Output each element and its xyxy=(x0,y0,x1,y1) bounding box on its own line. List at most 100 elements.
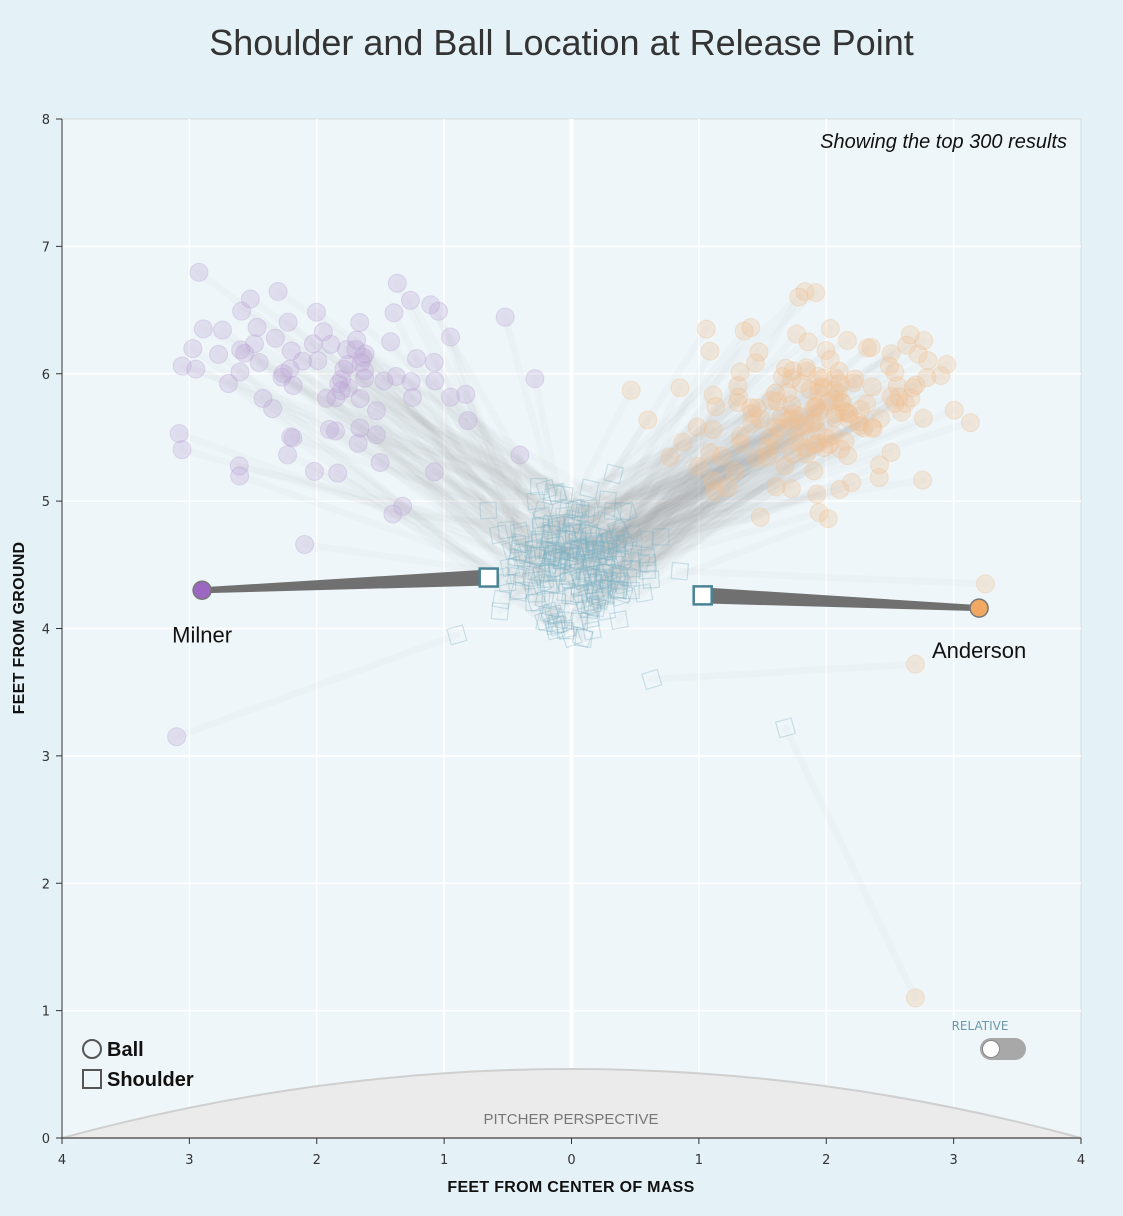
shoulder-marker xyxy=(558,499,578,519)
shoulder-marker xyxy=(554,485,574,505)
shoulder-marker xyxy=(596,511,618,534)
ball-marker xyxy=(760,428,780,448)
ball-marker xyxy=(749,342,769,362)
ball-marker xyxy=(386,366,406,386)
ball-marker xyxy=(854,418,874,438)
ball-marker xyxy=(783,444,803,464)
player-label: Milner xyxy=(172,622,232,647)
legend-shoulder-label: Shoulder xyxy=(107,1069,194,1091)
ball-marker xyxy=(718,477,738,497)
y-tick-label: 8 xyxy=(42,113,50,128)
shoulder-marker xyxy=(604,563,627,586)
relative-toggle-label: RELATIVE xyxy=(951,1019,1009,1033)
shoulder-marker xyxy=(585,532,603,550)
ball-marker xyxy=(917,368,937,388)
shoulder-marker xyxy=(560,626,583,649)
shoulder-marker xyxy=(629,551,651,573)
shoulder-marker xyxy=(603,548,626,570)
ball-marker xyxy=(347,330,367,350)
player-label: Anderson xyxy=(932,638,1026,663)
ball-marker xyxy=(350,313,370,333)
gridlines xyxy=(62,119,1081,1138)
shoulder-marker xyxy=(508,535,527,554)
shoulder-marker xyxy=(554,505,575,526)
ball-marker xyxy=(897,335,917,355)
ball-marker xyxy=(338,355,358,375)
shoulder-marker xyxy=(491,589,512,610)
shoulder-marker xyxy=(561,586,580,606)
ball-marker xyxy=(700,443,720,463)
ball-marker xyxy=(829,361,849,381)
y-tick-label: 1 xyxy=(42,1005,50,1020)
shoulder-marker xyxy=(574,628,594,649)
shoulder-marker xyxy=(587,525,609,547)
shoulder-marker xyxy=(509,521,530,542)
ball-marker xyxy=(804,461,824,481)
ball-marker xyxy=(337,340,357,360)
ball-marker xyxy=(857,394,877,414)
ball-marker xyxy=(332,369,352,389)
background-ball-markers xyxy=(167,262,995,1008)
ball-marker xyxy=(346,340,366,360)
shoulder-marker xyxy=(546,615,569,637)
ball-marker xyxy=(807,484,827,504)
ball-marker xyxy=(798,332,818,352)
shoulder-marker xyxy=(546,515,569,537)
ball-marker xyxy=(273,364,293,384)
relative-toggle-switch[interactable] xyxy=(980,1038,1026,1060)
ball-marker xyxy=(245,334,265,354)
ball-marker xyxy=(374,371,394,391)
shoulder-marker xyxy=(560,541,582,563)
shoulder-marker xyxy=(575,537,594,556)
relative-toggle[interactable]: RELATIVE xyxy=(944,1019,1034,1065)
ball-marker xyxy=(772,406,792,426)
shoulder-marker xyxy=(610,547,633,569)
ball-marker xyxy=(742,413,762,433)
ball-marker xyxy=(525,369,545,389)
ball-marker xyxy=(806,283,826,303)
ball-marker xyxy=(887,376,907,396)
shoulder-marker xyxy=(488,524,509,545)
shoulder-marker xyxy=(652,528,670,546)
ball-marker xyxy=(235,343,255,363)
ball-marker xyxy=(295,534,315,554)
ball-marker xyxy=(741,398,761,418)
legend-ball: Ball xyxy=(82,1039,144,1061)
ball-marker xyxy=(350,389,370,409)
pitcher-milner[interactable]: Milner xyxy=(172,567,499,648)
shoulder-marker xyxy=(552,551,572,571)
x-tick-label: 1 xyxy=(440,1153,448,1168)
ball-marker xyxy=(263,399,283,419)
pitcher-anderson[interactable]: Anderson xyxy=(692,585,1026,663)
ball-marker xyxy=(758,447,778,467)
ball-marker xyxy=(757,438,777,458)
x-axis-title: FEET FROM CENTER OF MASS xyxy=(447,1179,694,1196)
shoulder-marker xyxy=(530,572,553,595)
shoulder-marker xyxy=(544,546,565,567)
shoulder-marker xyxy=(562,556,584,579)
shoulder-marker xyxy=(581,524,603,546)
ball-marker xyxy=(495,307,515,327)
y-tick-label: 2 xyxy=(42,877,50,892)
ball-marker xyxy=(783,408,803,428)
ball-marker xyxy=(353,347,373,367)
ball-marker xyxy=(781,479,801,499)
shoulder-marker xyxy=(594,540,615,560)
shoulder-marker xyxy=(559,566,578,585)
ball-marker xyxy=(393,496,413,516)
shoulder-marker xyxy=(586,535,606,555)
ball-marker xyxy=(832,393,852,413)
shoulder-marker xyxy=(599,534,618,552)
shoulder-marker xyxy=(534,539,555,561)
shoulder-marker xyxy=(569,538,591,560)
shoulder-marker xyxy=(563,538,585,560)
ball-marker xyxy=(728,376,748,396)
shoulder-marker xyxy=(543,615,565,636)
y-tick-label: 6 xyxy=(42,368,50,383)
ball-marker xyxy=(869,468,889,488)
shoulder-marker xyxy=(506,547,528,570)
ball-marker xyxy=(510,445,530,465)
shoulder-marker xyxy=(603,463,625,485)
shoulder-marker xyxy=(568,497,591,520)
